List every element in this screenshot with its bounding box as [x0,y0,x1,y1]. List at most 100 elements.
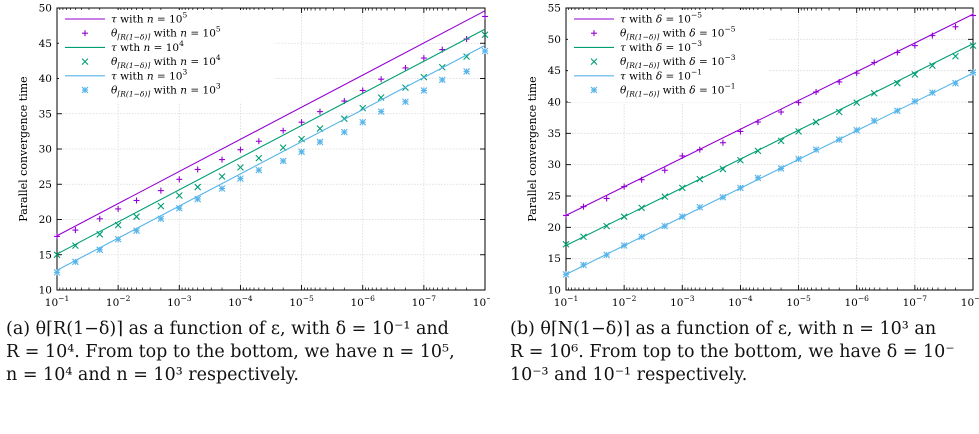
b-series-3-point-8 [719,165,727,173]
a-series-5-point-16 [377,108,385,116]
a-y-tick-label-5: 35 [39,108,52,120]
b-x-tick-label-0: 10−1 [554,294,578,309]
a-y-tick-label-8: 50 [39,3,52,15]
a-series-5-point-5 [157,215,165,223]
a-series-1-point-5 [157,187,164,194]
b-series [562,12,977,278]
b-series-1-point-8 [719,139,726,146]
a-x-tick-label-1: 10−2 [106,294,131,309]
a-series-1-point-10 [255,138,262,145]
b-y-tick-label-3: 25 [548,191,561,203]
b-series-line-0 [565,13,974,216]
a-y-axis-label: Parallel convergence time [17,76,30,221]
b-legend-swatch-1 [591,30,597,37]
b-series-3-point-19 [928,62,936,70]
a-series-3-point-10 [255,154,263,162]
a-legend-label-2: τ wth n = 104 [111,39,184,54]
a-x-tick-label-4: 10−5 [289,294,314,309]
b-series-5-point-2 [603,251,611,259]
b-series-5-point-1 [580,261,587,269]
a-series-3-point-8 [218,173,226,180]
b-series-1-point-10 [754,119,761,126]
a-series-5-point-21 [481,47,489,55]
b-series-5-point-10 [754,174,762,182]
a-series-line-4 [56,44,486,271]
b-series-1-point-0 [563,212,569,219]
b-y-tick-label-0: 10 [548,285,561,297]
a-legend-label-3: θ⌈R(1−δ)⌉ with n = 104 [111,53,221,70]
b-series-1-point-16 [871,59,878,66]
b-series-1-point-15 [853,70,860,77]
a-x-tick-label-6: 10−7 [412,294,437,309]
a-legend-swatch-5 [81,86,89,94]
b-legend-label-0: τ with δ = 10−5 [620,11,702,26]
a-series-3-point-20 [463,53,470,61]
a-series-1-point-9 [237,146,244,153]
caption-a-line-2: R = 10⁴. From top to the bottom, we have… [6,342,455,362]
a-x-tick-label-3: 10−4 [228,294,253,309]
a-series-1-point-1 [72,227,79,234]
b-series-1-point-17 [894,49,901,56]
a-series-5-point-20 [463,68,470,75]
b-series-5-point-8 [719,193,727,201]
b-series-3-point-7 [696,175,704,183]
a-series-5-point-17 [402,98,409,106]
a-series-5-point-7 [194,195,202,203]
b-series-5-point-13 [812,146,820,154]
a-series-5-point-1 [72,258,79,266]
b-series-5-point-17 [893,107,901,115]
a-series-5-point-0 [53,268,61,276]
a-series-5-point-4 [133,227,140,235]
b-series-5-point-4 [638,233,646,241]
b-series-3-point-3 [620,213,628,221]
a-series-1-point-16 [378,76,385,83]
b-series-3-point-12 [795,128,802,135]
chart-panel-a: 10−1 10−2 10−3 10−4 10−5 10−6 10−7 10−8 10 15 20 25… [6,3,490,386]
b-series-3-point-13 [812,118,820,126]
a-series-3-point-21 [481,31,489,39]
b-series-5-point-21 [969,69,977,76]
b-series-line-2 [565,43,974,247]
a-series-line-0 [56,10,486,237]
a-x-tick-label-5: 10−6 [350,294,375,309]
b-series-5-point-9 [737,184,744,192]
a-legend-label-0: τ with n = 105 [111,11,187,26]
b-legend-label-2: τ with δ = 10−3 [620,39,702,54]
a-legend-label-1: θ⌈R(1−δ)⌉ with n = 105 [111,25,221,42]
b-series-1-point-21 [970,12,976,19]
b-series-3-point-10 [754,147,762,155]
b-series-5-point-20 [952,79,959,87]
a-series-1-point-17 [402,64,409,71]
a-series-5-point-15 [359,118,367,126]
b-series-1-point-4 [638,176,645,183]
a-y-tick-label-6: 40 [39,73,52,85]
caption-b: (b) θ⌈N(1−δ)⌉ as a function of ε, with n… [510,318,955,387]
a-series-1-point-13 [316,108,323,115]
b-series-1-point-13 [813,88,820,95]
b-legend-label-5: θ⌈R(1−δ)⌉ with δ = 10−1 [620,82,736,99]
caption-b-line-3: 10⁻³ and 10⁻¹ respectively. [510,365,748,385]
b-y-tick-label-9: 55 [548,3,561,15]
b-series-3-point-5 [661,193,669,201]
a-series-3-point-9 [237,163,244,171]
b-frame [565,7,974,291]
b-series-3-point-16 [870,89,878,97]
b-y-axis-label: Parallel convergence time [526,76,539,221]
a-y-tick-label-2: 20 [39,214,52,226]
a-series-1-point-7 [194,166,201,173]
b-y-tick-label-1: 15 [548,253,561,265]
b-series-5-point-11 [777,165,785,172]
a-series-3-point-3 [114,221,122,229]
a-series [53,10,489,276]
b-series-3-point-6 [678,184,686,192]
b-series-5-point-5 [661,222,669,230]
a-y-tick-label-1: 15 [39,249,52,261]
b-legend: τ with δ = 10−5θ⌈R(1−δ)⌉ with δ = 10−5τ … [568,10,768,102]
b-legend-bg [568,10,768,102]
b-series-3-point-4 [638,204,646,212]
a-series-1-point-18 [420,55,427,62]
b-series-3-point-20 [952,52,959,60]
a-series-5-point-12 [298,148,305,156]
b-series-5-point-19 [928,89,936,96]
b-series-3-point-2 [603,222,611,230]
